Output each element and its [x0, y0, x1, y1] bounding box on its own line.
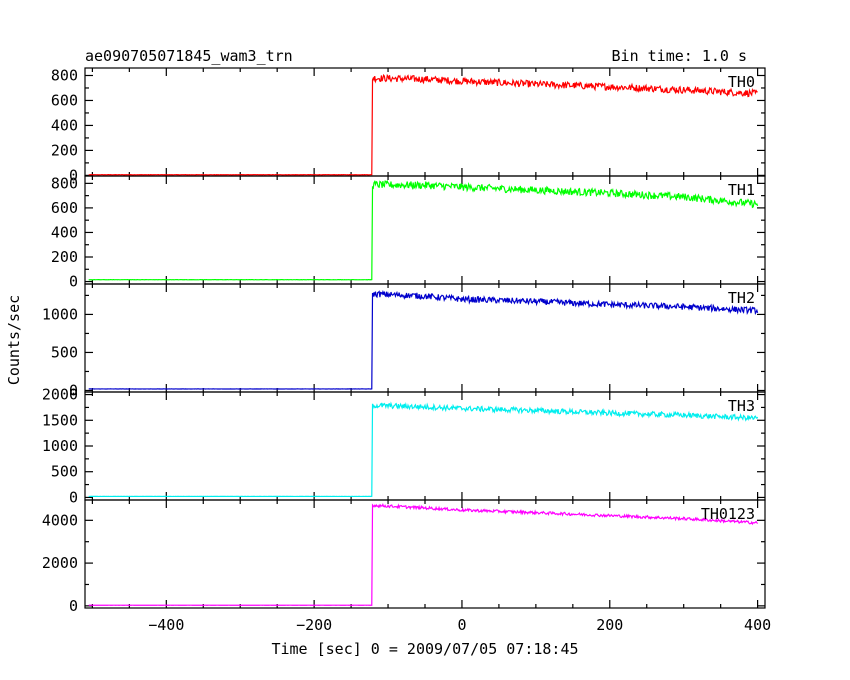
- panel-th1: 0 200 400 600 800 TH1: [51, 174, 766, 291]
- series-label: TH1: [728, 181, 755, 199]
- series-th1-line: [88, 179, 759, 281]
- panel-frame: [84, 67, 766, 177]
- series-label: TH0123: [701, 505, 755, 523]
- panel-frame: [84, 499, 766, 609]
- y-tick-label: 1000: [42, 305, 78, 323]
- x-axis-label: Time [sec] 0 = 2009/07/05 07:18:45: [271, 640, 578, 658]
- series-th0123-line: [88, 503, 759, 606]
- x-tick-label: 0: [457, 616, 466, 634]
- chart-title: ae090705071845_wam3_trn: [85, 47, 293, 65]
- x-tick-label: −200: [296, 616, 332, 634]
- y-tick-label: 0: [69, 381, 78, 399]
- y-tick-label: 0: [69, 488, 78, 506]
- bin-time-label: Bin time: 1.0 s: [612, 47, 747, 65]
- panel-th0123: 0 2000 4000 TH0123 −400 −200 0 200 400: [42, 499, 771, 634]
- y-axis-label: Counts/sec: [5, 295, 23, 385]
- panel-frame: [84, 175, 766, 285]
- y-tick-label: 600: [51, 199, 78, 217]
- panel-th2: 0 500 1000 TH2: [42, 283, 766, 399]
- series-label: TH3: [728, 397, 755, 415]
- series-th2-line: [88, 289, 759, 390]
- panel-frame: [84, 391, 766, 501]
- y-tick-label: 1500: [42, 411, 78, 429]
- x-tick-label: 200: [596, 616, 623, 634]
- panels-group: 0 200 400 600 800 TH0 0 200 400 600 800 TH1 0 500 1000…: [42, 66, 771, 634]
- y-tick-label: 1000: [42, 437, 78, 455]
- y-tick-label: 4000: [42, 511, 78, 529]
- series-label: TH2: [728, 289, 755, 307]
- y-tick-label: 200: [51, 248, 78, 266]
- y-tick-label: 0: [69, 166, 78, 184]
- panel-th0: 0 200 400 600 800 TH0: [51, 66, 766, 184]
- y-tick-label: 600: [51, 91, 78, 109]
- y-tick-label: 800: [51, 66, 78, 84]
- y-tick-label: 400: [51, 223, 78, 241]
- y-tick-label: 500: [51, 343, 78, 361]
- y-tick-label: 800: [51, 174, 78, 192]
- panel-th3: 0 500 1000 1500 2000 TH3: [42, 386, 766, 506]
- series-th3-line: [88, 401, 759, 498]
- x-tick-label: −400: [148, 616, 184, 634]
- series-label: TH0: [728, 73, 755, 91]
- y-tick-label: 400: [51, 116, 78, 134]
- y-tick-label: 0: [69, 273, 78, 291]
- x-tick-label: 400: [744, 616, 771, 634]
- y-tick-label: 0: [69, 597, 78, 615]
- y-tick-label: 2000: [42, 386, 78, 404]
- y-tick-label: 2000: [42, 554, 78, 572]
- y-tick-label: 500: [51, 463, 78, 481]
- series-th0-line: [88, 73, 758, 176]
- panel-frame: [84, 283, 766, 393]
- y-tick-label: 200: [51, 141, 78, 159]
